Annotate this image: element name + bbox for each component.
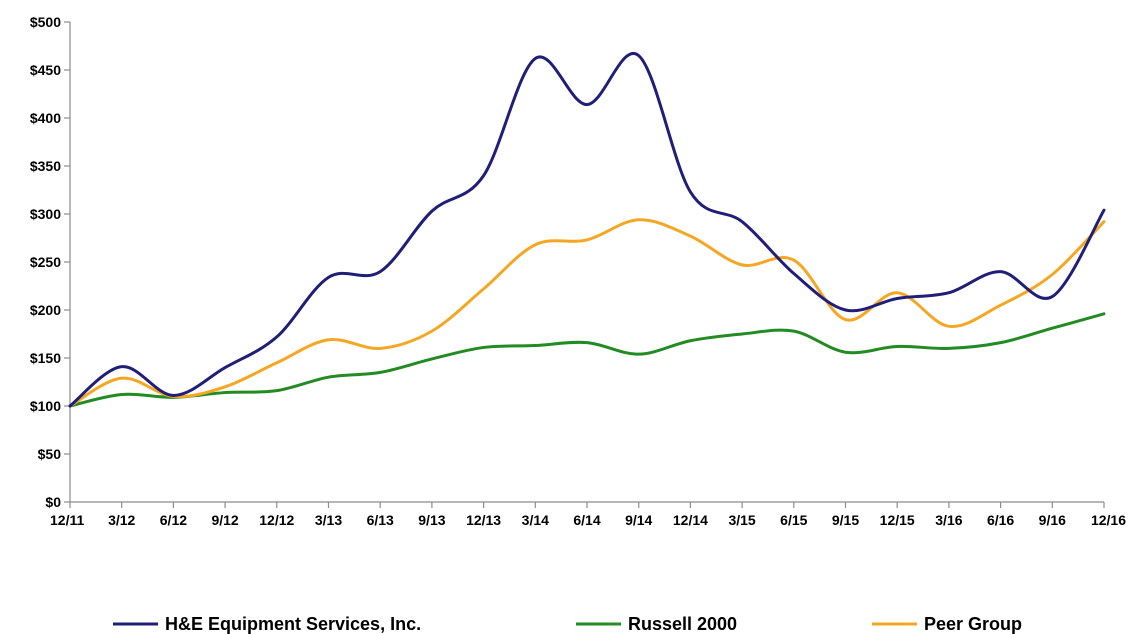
y-tick-label: $300	[30, 206, 61, 222]
legend-label-peer-group: Peer Group	[924, 614, 1022, 634]
x-tick-label: 9/12	[211, 512, 238, 528]
y-tick-label: $0	[45, 494, 61, 510]
y-tick-label: $450	[30, 62, 61, 78]
x-tick-label: 9/14	[625, 512, 652, 528]
y-tick-label: $150	[30, 350, 61, 366]
x-tick-label: 6/15	[780, 512, 807, 528]
x-tick-label: 3/16	[935, 512, 962, 528]
x-tick-label: 12/14	[673, 512, 708, 528]
y-tick-label: $50	[38, 446, 62, 462]
series-line-russell-2000	[68, 312, 1106, 408]
x-tick-label: 6/13	[367, 512, 394, 528]
legend-label-russell-2000: Russell 2000	[628, 614, 737, 634]
y-tick-label: $500	[30, 14, 61, 30]
y-axis: $0 $50 $100 $150 $200 $250 $300 $350 $400 $450 $50…	[30, 14, 71, 510]
series-lines	[68, 51, 1106, 408]
y-tick-label: $250	[30, 254, 61, 270]
y-tick-label: $350	[30, 158, 61, 174]
series-line-he-equipment	[68, 51, 1106, 408]
x-tick-label: 3/12	[108, 512, 135, 528]
series-line-peer-group	[68, 218, 1106, 408]
x-tick-label: 12/13	[466, 512, 501, 528]
x-axis: 12/11 3/12 6/12 9/12 12/12 3/13 6/13 9/13 12/13 3…	[50, 501, 1126, 528]
legend-label-he-equipment: H&E Equipment Services, Inc.	[165, 614, 421, 634]
x-tick-label: 12/11	[50, 512, 84, 528]
x-tick-label: 12/12	[259, 512, 294, 528]
y-tick-label: $400	[30, 110, 61, 126]
x-tick-label: 9/13	[418, 512, 445, 528]
x-tick-label: 12/15	[880, 512, 915, 528]
x-tick-label: 6/14	[573, 512, 600, 528]
x-tick-label: 12/16	[1091, 512, 1126, 528]
y-tick-label: $200	[30, 302, 61, 318]
x-tick-label: 6/12	[160, 512, 187, 528]
x-tick-label: 3/14	[522, 512, 549, 528]
x-tick-label: 3/15	[728, 512, 755, 528]
x-tick-label: 9/15	[832, 512, 859, 528]
x-tick-label: 6/16	[987, 512, 1014, 528]
x-tick-label: 9/16	[1039, 512, 1066, 528]
x-tick-label: 3/13	[315, 512, 342, 528]
legend: H&E Equipment Services, Inc. Russell 2000…	[113, 614, 1022, 634]
y-tick-label: $100	[30, 398, 61, 414]
